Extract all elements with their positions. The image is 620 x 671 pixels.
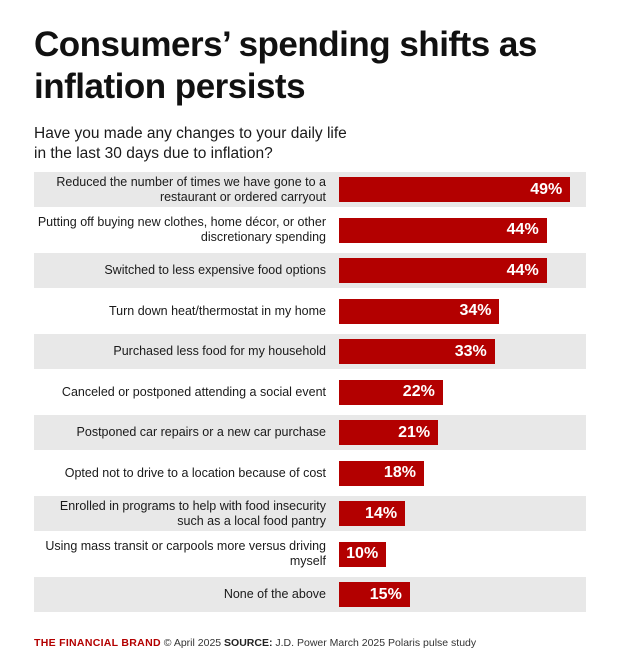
copyright-text: © April 2025: [163, 637, 222, 649]
footer: THE FINANCIAL BRAND © April 2025 SOURCE:…: [34, 636, 476, 650]
bar-value-label: 44%: [506, 261, 539, 279]
bar: 10%: [339, 541, 387, 567]
category-label: Turn down heat/thermostat in my home: [109, 303, 326, 318]
chart-row: Switched to less expensive food options 4…: [34, 253, 586, 288]
category-label: Putting off buying new clothes, home déc…: [37, 215, 326, 244]
bar-value-label: 34%: [459, 302, 492, 319]
category-label: Using mass transit or carpools more vers…: [45, 539, 326, 568]
chart-row: None of the above 15%: [34, 577, 586, 612]
bar-value-label: 10%: [346, 545, 379, 562]
category-label: Enrolled in programs to help with food i…: [59, 498, 326, 528]
chart-row: Using mass transit or carpools more vers…: [34, 537, 586, 572]
chart-row: Turn down heat/thermostat in my home 34%: [34, 294, 586, 329]
chart-row: Canceled or postponed attending a social…: [34, 375, 586, 410]
bar: 22%: [339, 379, 443, 405]
bar: 49%: [339, 177, 571, 202]
chart-row: Reduced the number of times we have gone…: [34, 172, 586, 207]
category-label: Postponed car repairs or a new car purch…: [76, 425, 326, 439]
bar: 18%: [339, 460, 424, 486]
bar: 33%: [339, 339, 495, 364]
chart-title: Consumers’ spending shifts as inflation …: [34, 25, 537, 106]
chart-subtitle: Have you made any changes to your daily …: [34, 125, 347, 162]
bar-value-label: 14%: [365, 504, 398, 522]
bar-value-label: 18%: [383, 464, 416, 481]
category-label: Canceled or postponed attending a social…: [61, 384, 326, 399]
bar: 34%: [339, 298, 500, 324]
chart-row: Opted not to drive to a location because…: [34, 456, 586, 491]
bar: 44%: [339, 258, 547, 283]
category-label: Opted not to drive to a location because…: [64, 465, 326, 480]
bar-value-label: 22%: [402, 383, 435, 400]
source-label: SOURCE:: [224, 637, 273, 649]
bar-chart: Reduced the number of times we have gone…: [34, 172, 586, 617]
brand-name: THE FINANCIAL BRAND: [34, 637, 161, 649]
bar-value-label: 15%: [369, 585, 402, 603]
bar-value-label: 44%: [506, 221, 539, 238]
category-label: Switched to less expensive food options: [104, 263, 326, 277]
bar: 14%: [339, 501, 406, 526]
bar-value-label: 49%: [530, 180, 563, 198]
chart-row: Enrolled in programs to help with food i…: [34, 496, 586, 531]
category-label: None of the above: [223, 587, 326, 601]
bar: 44%: [339, 217, 547, 243]
bar-value-label: 21%: [398, 423, 431, 441]
chart-row: Postponed car repairs or a new car purch…: [34, 415, 586, 450]
category-label: Purchased less food for my household: [113, 344, 326, 358]
category-label: Reduced the number of times we have gone…: [56, 174, 326, 204]
source-text: J.D. Power March 2025 Polaris pulse stud…: [275, 637, 477, 649]
bar: 21%: [339, 420, 439, 445]
bar: 15%: [339, 582, 410, 607]
bar-value-label: 33%: [454, 342, 487, 360]
chart-row: Purchased less food for my household 33%: [34, 334, 586, 369]
chart-row: Putting off buying new clothes, home déc…: [34, 213, 586, 248]
